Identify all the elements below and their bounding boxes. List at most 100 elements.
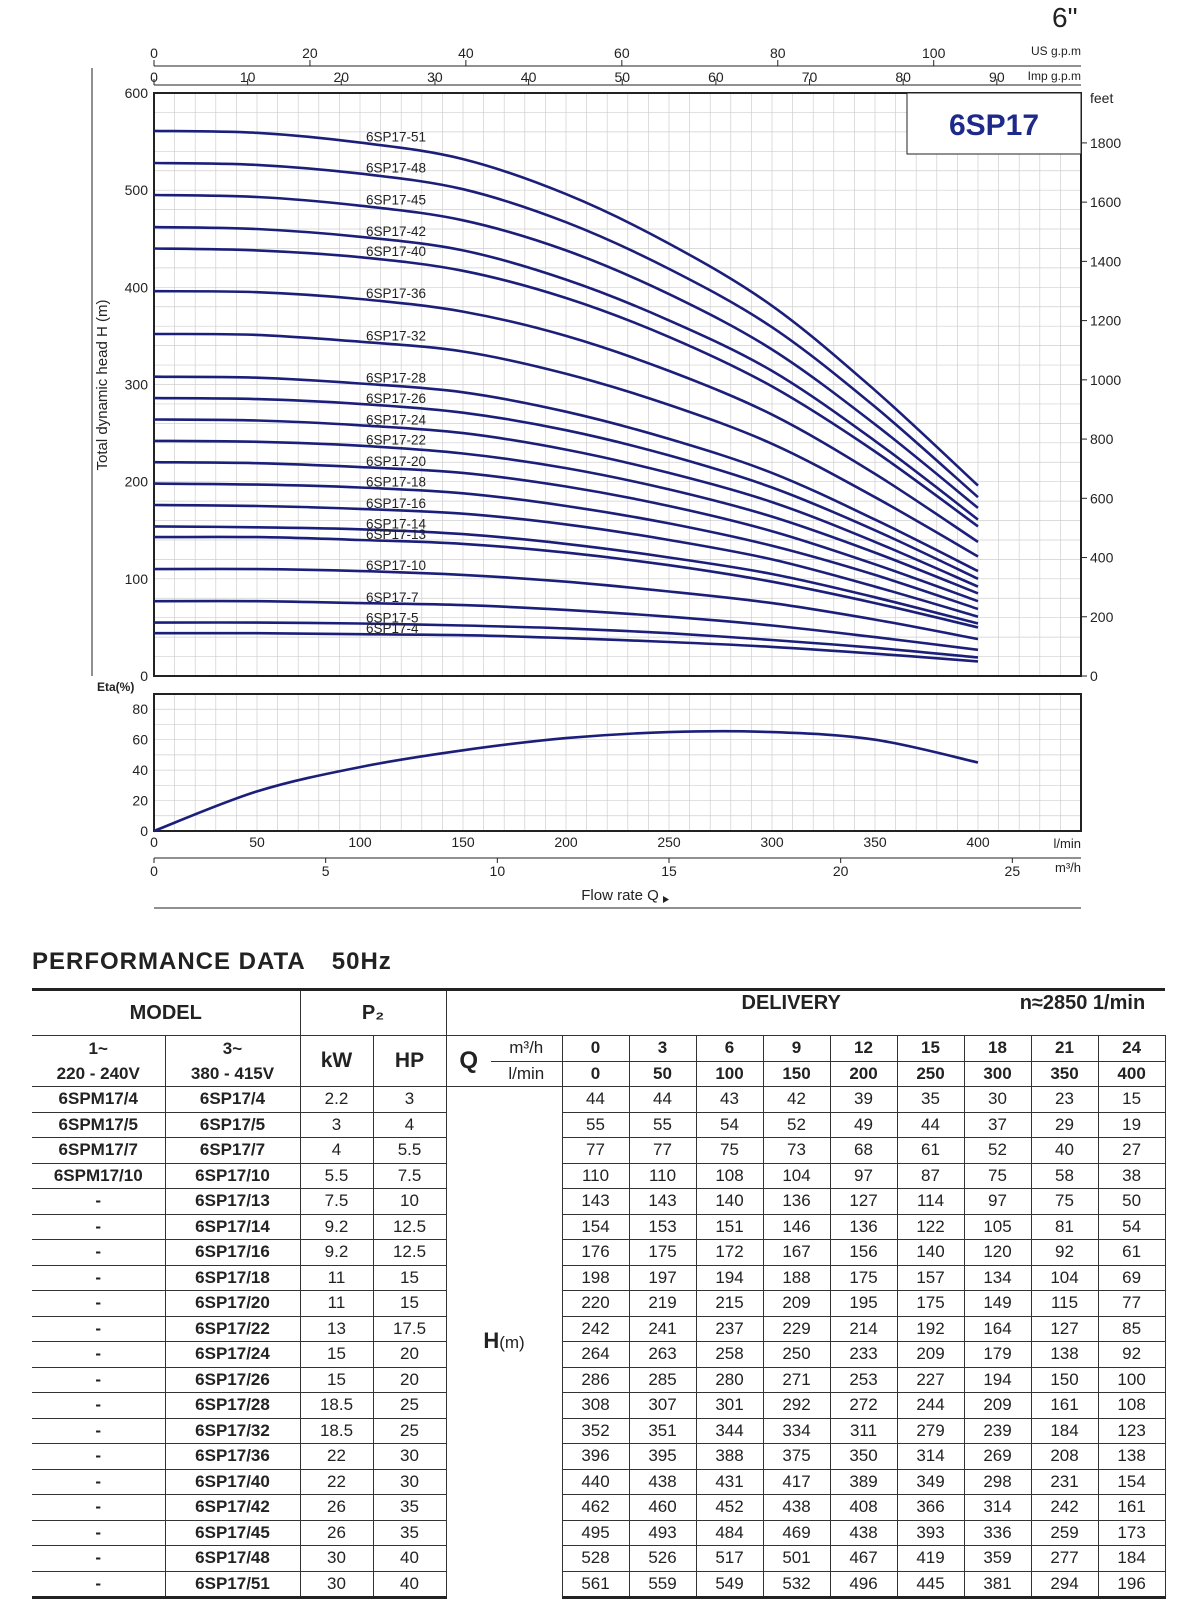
curve-label-6sp17-10: 6SP17-10 bbox=[366, 558, 426, 573]
head-value: 110 bbox=[562, 1163, 630, 1189]
head-value: 136 bbox=[830, 1214, 898, 1240]
feet-tick-label: 400 bbox=[1090, 550, 1114, 566]
head-value: 438 bbox=[830, 1520, 898, 1546]
power-hp: 7.5 bbox=[373, 1163, 447, 1189]
head-value: 375 bbox=[763, 1443, 831, 1470]
head-value: 263 bbox=[629, 1341, 697, 1368]
head-value: 77 bbox=[562, 1137, 630, 1164]
head-value: 38 bbox=[1098, 1163, 1166, 1189]
head-curve-6sp17-40 bbox=[153, 247, 979, 528]
power-kw: 26 bbox=[300, 1494, 374, 1521]
head-value: 311 bbox=[830, 1418, 898, 1444]
power-kw: 30 bbox=[300, 1571, 374, 1599]
m3h-unit: m³/h bbox=[1055, 860, 1081, 875]
head-value: 151 bbox=[696, 1214, 764, 1240]
m3h-tick-label: 10 bbox=[490, 863, 506, 879]
head-value: 138 bbox=[1098, 1443, 1166, 1470]
head-value: 54 bbox=[696, 1112, 764, 1138]
head-value: 292 bbox=[763, 1392, 831, 1419]
head-curve-6sp17-18 bbox=[153, 482, 979, 611]
kw-header: kW bbox=[300, 1035, 374, 1087]
head-value: 115 bbox=[1031, 1290, 1099, 1317]
hp-header: HP bbox=[373, 1035, 447, 1087]
m3h-tick-label: 0 bbox=[150, 863, 158, 879]
head-y-tick-label: 0 bbox=[140, 668, 148, 684]
single-phase-model: - bbox=[32, 1367, 166, 1393]
head-value: 237 bbox=[696, 1316, 764, 1342]
head-value: 395 bbox=[629, 1443, 697, 1470]
power-kw: 11 bbox=[300, 1265, 374, 1291]
head-value: 154 bbox=[562, 1214, 630, 1240]
lmin-tick-label: 250 bbox=[657, 834, 681, 850]
head-value: 154 bbox=[1098, 1469, 1166, 1495]
single-phase-model: - bbox=[32, 1341, 166, 1368]
table-row: -6SP17/24 15 20 264 263 258 250 233 209 179 138 92 bbox=[32, 1341, 1166, 1368]
head-value: 517 bbox=[696, 1545, 764, 1572]
head-curve-6sp17-20 bbox=[153, 460, 979, 603]
table-row: -6SP17/22 13 17.5 242 241 237 229 214 192 164 127 8… bbox=[32, 1316, 1166, 1342]
head-value: 352 bbox=[562, 1418, 630, 1444]
head-value: 81 bbox=[1031, 1214, 1099, 1240]
single-phase-model: - bbox=[32, 1290, 166, 1317]
head-value: 241 bbox=[629, 1316, 697, 1342]
table-row: -6SP17/45 26 35 495 493 484 469 438 393 336 259 173 bbox=[32, 1520, 1166, 1546]
three-phase-model: 6SP17/45 bbox=[165, 1520, 301, 1546]
single-phase-model: - bbox=[32, 1316, 166, 1342]
head-value: 161 bbox=[1098, 1494, 1166, 1521]
three-phase-model: 6SP17/22 bbox=[165, 1316, 301, 1342]
single-phase-model: - bbox=[32, 1443, 166, 1470]
table-row: 6SPM17/10 6SP17/10 5.5 7.5 110 110 108 104 97 87 7… bbox=[32, 1163, 1166, 1189]
head-value: 192 bbox=[897, 1316, 965, 1342]
table-row: -6SP17/14 9.2 12.5 154 153 151 146 136 122 105 81 5… bbox=[32, 1214, 1166, 1240]
head-value: 493 bbox=[629, 1520, 697, 1546]
head-value: 184 bbox=[1098, 1545, 1166, 1572]
single-phase-model: - bbox=[32, 1265, 166, 1291]
curve-label-6sp17-26: 6SP17-26 bbox=[366, 391, 426, 406]
head-value: 68 bbox=[830, 1137, 898, 1164]
head-curve-6sp17-22 bbox=[153, 439, 979, 595]
head-value: 269 bbox=[964, 1443, 1032, 1470]
single-phase-model: - bbox=[32, 1545, 166, 1572]
power-hp: 10 bbox=[373, 1188, 447, 1215]
power-hp: 35 bbox=[373, 1520, 447, 1546]
head-value: 233 bbox=[830, 1341, 898, 1368]
head-value: 242 bbox=[562, 1316, 630, 1342]
head-value: 136 bbox=[763, 1188, 831, 1215]
head-curve-6sp17-14 bbox=[153, 525, 979, 625]
three-phase-model: 6SP17/32 bbox=[165, 1418, 301, 1444]
flow-rate-label: Flow rate Q bbox=[581, 887, 659, 904]
flow-m3h-header: 18 bbox=[964, 1035, 1032, 1062]
power-kw: 22 bbox=[300, 1443, 374, 1470]
head-value: 408 bbox=[830, 1494, 898, 1521]
us-gpm-unit: US g.p.m bbox=[1031, 44, 1081, 58]
head-value: 298 bbox=[964, 1469, 1032, 1495]
lmin-tick-label: 0 bbox=[150, 834, 158, 850]
power-kw: 13 bbox=[300, 1316, 374, 1342]
flow-lmin-header: 300 bbox=[964, 1061, 1032, 1087]
head-value: 188 bbox=[763, 1265, 831, 1291]
performance-data-title: PERFORMANCE DATA 50Hz bbox=[32, 948, 392, 976]
curve-label-6sp17-4: 6SP17-4 bbox=[366, 621, 419, 636]
flow-lmin-header: 400 bbox=[1098, 1061, 1166, 1087]
head-value: 75 bbox=[1031, 1188, 1099, 1215]
head-value: 307 bbox=[629, 1392, 697, 1419]
head-value: 77 bbox=[629, 1137, 697, 1164]
head-value: 526 bbox=[629, 1545, 697, 1572]
flow-m3h-header: 0 bbox=[562, 1035, 630, 1062]
head-value: 366 bbox=[897, 1494, 965, 1521]
head-y-tick-label: 300 bbox=[125, 377, 149, 393]
curve-label-6sp17-13: 6SP17-13 bbox=[366, 527, 426, 542]
head-value: 195 bbox=[830, 1290, 898, 1317]
model-header: MODEL bbox=[32, 988, 301, 1036]
single-phase-model: - bbox=[32, 1571, 166, 1599]
us-gpm-tick-label: 80 bbox=[770, 45, 786, 61]
imp-gpm-tick-label: 50 bbox=[614, 69, 630, 85]
eta-grid bbox=[153, 693, 1082, 832]
feet-tick-label: 1400 bbox=[1090, 253, 1121, 269]
q-header: Q bbox=[446, 1035, 492, 1087]
head-value: 104 bbox=[763, 1163, 831, 1189]
table-row: -6SP17/16 9.2 12.5 176 175 172 167 156 140 120 92 6… bbox=[32, 1239, 1166, 1266]
power-hp: 40 bbox=[373, 1545, 447, 1572]
power-kw: 5.5 bbox=[300, 1163, 374, 1189]
head-h-unit: (m) bbox=[499, 1333, 525, 1353]
